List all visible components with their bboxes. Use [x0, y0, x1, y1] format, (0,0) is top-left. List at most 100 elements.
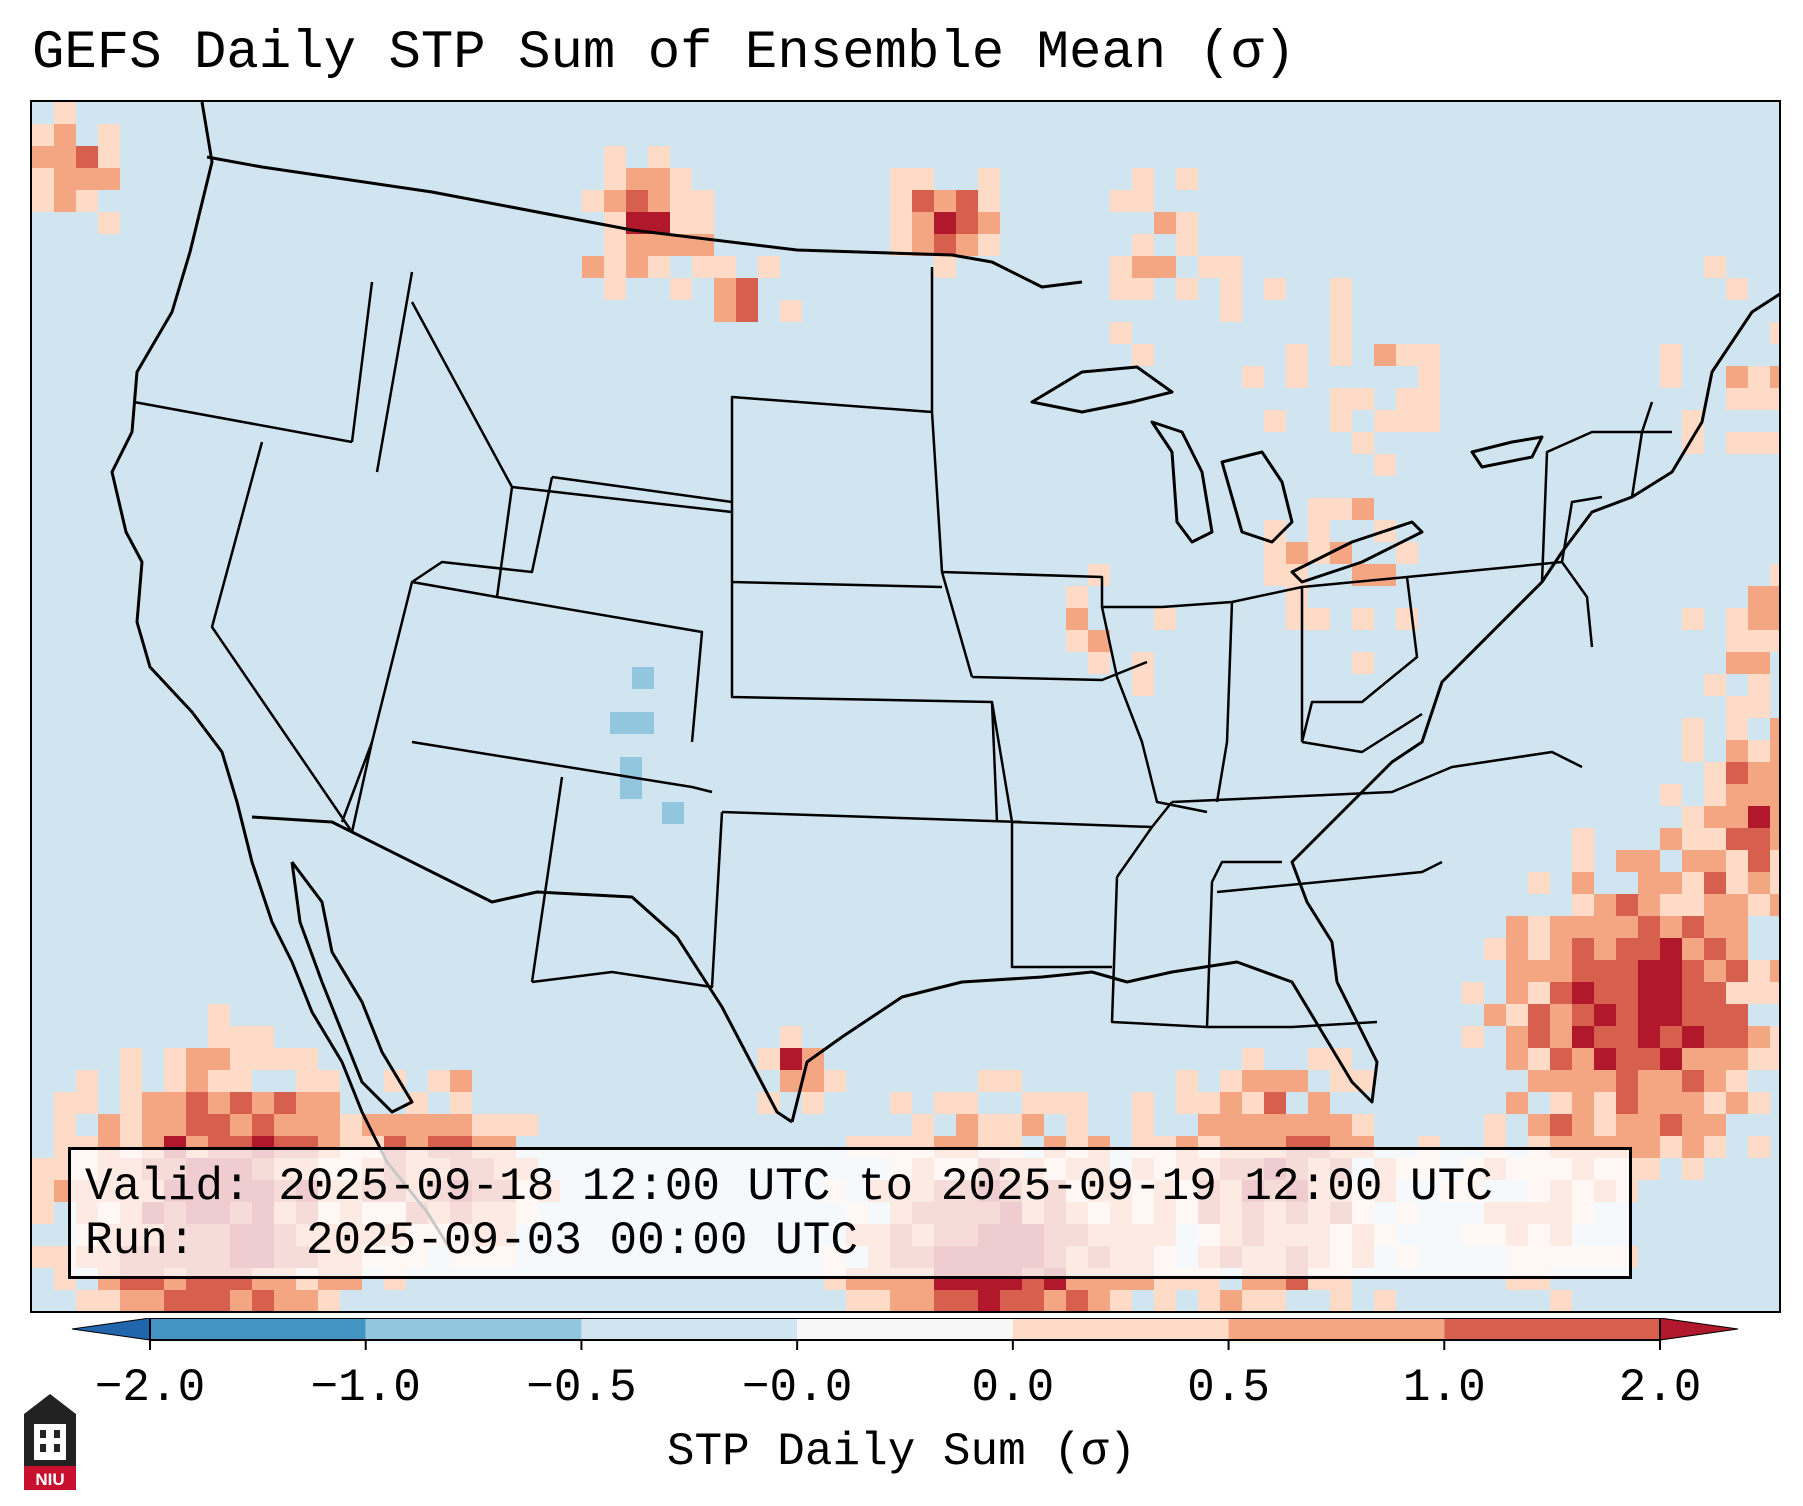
- anomaly-cell: [1242, 366, 1264, 388]
- anomaly-cell: [142, 1290, 164, 1311]
- anomaly-cell: [1660, 894, 1682, 916]
- anomaly-cell: [648, 146, 670, 168]
- anomaly-cell: [186, 1092, 208, 1114]
- anomaly-cell: [230, 1290, 252, 1311]
- anomaly-cell: [1770, 1048, 1779, 1070]
- anomaly-cell: [978, 234, 1000, 256]
- anomaly-cell: [1506, 938, 1528, 960]
- anomaly-cell: [1726, 784, 1748, 806]
- anomaly-cell: [164, 1290, 186, 1311]
- anomaly-cell: [1638, 872, 1660, 894]
- anomaly-cell: [1220, 1092, 1242, 1114]
- anomaly-cell: [1176, 278, 1198, 300]
- anomaly-cell: [1572, 850, 1594, 872]
- anomaly-cell: [274, 1114, 296, 1136]
- anomaly-cell-negative: [610, 712, 632, 734]
- anomaly-cell: [1660, 784, 1682, 806]
- anomaly-cell: [1682, 894, 1704, 916]
- anomaly-cell: [1418, 366, 1440, 388]
- anomaly-cell: [1748, 828, 1770, 850]
- anomaly-cell: [1704, 674, 1726, 696]
- anomaly-cell: [1660, 1136, 1682, 1158]
- anomaly-cell: [846, 1290, 868, 1311]
- anomaly-cell: [1132, 1114, 1154, 1136]
- anomaly-cell: [1528, 1004, 1550, 1026]
- anomaly-cell: [54, 102, 76, 124]
- anomaly-cell: [604, 190, 626, 212]
- anomaly-cell: [1770, 806, 1779, 828]
- anomaly-cell: [1748, 806, 1770, 828]
- anomaly-cell: [76, 1092, 98, 1114]
- state-lines: [133, 267, 1672, 1029]
- anomaly-cell: [1616, 1092, 1638, 1114]
- anomaly-cell: [296, 1290, 318, 1311]
- anomaly-cell: [1242, 1070, 1264, 1092]
- anomaly-cell: [274, 1092, 296, 1114]
- anomaly-cell: [1132, 190, 1154, 212]
- anomaly-cell: [1286, 366, 1308, 388]
- anomaly-cell: [1088, 564, 1110, 586]
- anomaly-cell: [1770, 718, 1779, 740]
- anomaly-cell: [1660, 960, 1682, 982]
- anomaly-cell: [1638, 894, 1660, 916]
- anomaly-cell: [1330, 344, 1352, 366]
- anomaly-cell: [1110, 322, 1132, 344]
- border-mexico: [251, 815, 793, 1124]
- anomaly-cell: [1594, 894, 1616, 916]
- anomaly-cell: [1638, 1004, 1660, 1026]
- map-panel: [30, 100, 1781, 1313]
- anomaly-cell: [1264, 520, 1286, 542]
- anomaly-cell: [626, 190, 648, 212]
- anomaly-cell: [1066, 608, 1088, 630]
- anomaly-cell-negative: [632, 712, 654, 734]
- anomaly-cell: [1484, 1114, 1506, 1136]
- anomaly-cell: [1704, 1004, 1726, 1026]
- chart-title: GEFS Daily STP Sum of Ensemble Mean (σ): [32, 23, 1296, 84]
- anomaly-cell: [32, 124, 54, 146]
- anomaly-cell: [1616, 1070, 1638, 1092]
- anomaly-cell: [1682, 608, 1704, 630]
- anomaly-cell: [626, 234, 648, 256]
- anomaly-cell: [582, 256, 604, 278]
- anomaly-cell: [604, 278, 626, 300]
- anomaly-cell: [98, 1312, 120, 1313]
- anomaly-cell: [1726, 388, 1748, 410]
- anomaly-cell: [1748, 894, 1770, 916]
- anomaly-cell: [1396, 344, 1418, 366]
- anomaly-cell: [1638, 1026, 1660, 1048]
- anomaly-cell: [340, 1114, 362, 1136]
- run-value: 2025-09-03 00:00 UTC: [305, 1215, 858, 1267]
- colorbar-tick-label: −1.0: [310, 1362, 421, 1414]
- anomaly-cell: [1682, 982, 1704, 1004]
- anomaly-cell: [1176, 1070, 1198, 1092]
- anomaly-cell: [1352, 498, 1374, 520]
- anomaly-cell: [1704, 1092, 1726, 1114]
- anomaly-cell: [318, 1114, 340, 1136]
- anomaly-cell: [604, 212, 626, 234]
- anomaly-cell: [1022, 1092, 1044, 1114]
- anomaly-cell: [1660, 1070, 1682, 1092]
- anomaly-cell: [1330, 498, 1352, 520]
- anomaly-cell: [956, 1114, 978, 1136]
- anomaly-cell: [1550, 1114, 1572, 1136]
- anomaly-cell: [1726, 828, 1748, 850]
- anomaly-cell: [1726, 740, 1748, 762]
- anomaly-cell: [428, 1114, 450, 1136]
- anomaly-cell: [318, 1312, 340, 1313]
- anomaly-cell: [1132, 1092, 1154, 1114]
- colorbar-outline: [149, 1318, 1661, 1341]
- anomaly-cell: [1660, 1092, 1682, 1114]
- anomaly-cell: [1374, 454, 1396, 476]
- anomaly-cell: [934, 1312, 956, 1313]
- anomaly-cell: [1198, 1114, 1220, 1136]
- anomaly-cell: [208, 1048, 230, 1070]
- anomaly-cell: [912, 190, 934, 212]
- anomaly-cell: [1726, 652, 1748, 674]
- anomaly-cell: [1176, 168, 1198, 190]
- anomaly-cell: [1616, 982, 1638, 1004]
- anomaly-cell: [1770, 828, 1779, 850]
- anomaly-cell: [670, 234, 692, 256]
- anomaly-cell: [1616, 1114, 1638, 1136]
- anomaly-cell: [934, 256, 956, 278]
- anomaly-cell: [1132, 344, 1154, 366]
